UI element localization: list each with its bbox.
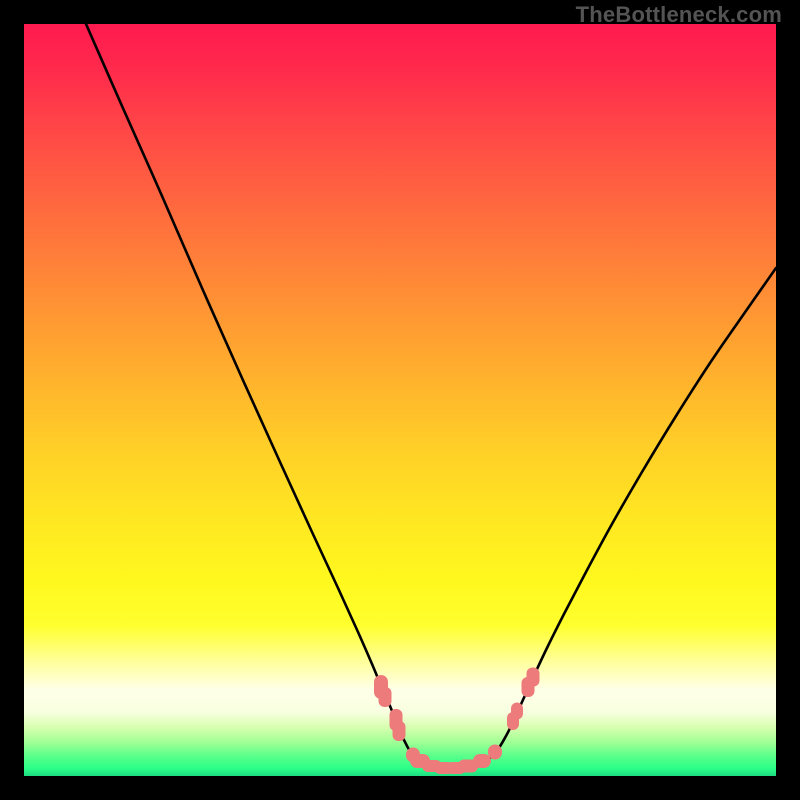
curve-marker xyxy=(473,754,491,768)
bottleneck-curve xyxy=(86,24,776,768)
curve-layer xyxy=(0,0,800,800)
curve-marker xyxy=(488,745,502,760)
curve-marker xyxy=(527,668,540,687)
curve-marker xyxy=(511,703,523,720)
curve-marker xyxy=(393,721,406,741)
curve-marker xyxy=(379,687,392,707)
